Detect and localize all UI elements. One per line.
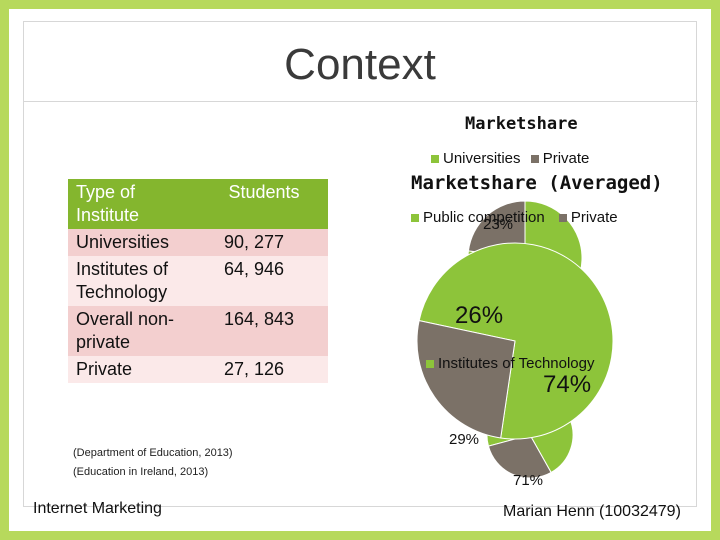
- title-divider: [24, 101, 698, 102]
- legend-marketshare-averaged: Public competition Private: [405, 209, 618, 226]
- table-cell-students: 90, 277: [200, 229, 328, 256]
- pie-data-label-2-1: 29%: [449, 431, 479, 448]
- legend-marketshare: Universities Private: [425, 150, 589, 167]
- table-header-row: Type of Institute Students: [68, 179, 328, 229]
- table-cell-type: Universities: [68, 229, 200, 256]
- pie-data-label-2-0: 71%: [513, 472, 543, 489]
- legend-swatch-green: [411, 214, 419, 223]
- table-cell-type: Private: [68, 356, 200, 383]
- table-header-students: Students: [200, 179, 328, 229]
- footer-course: Internet Marketing: [33, 500, 162, 517]
- pie-data-label-0-1: 23%: [483, 216, 513, 233]
- table-header-type: Type of Institute: [68, 179, 200, 229]
- legend-label-private: Private: [542, 150, 590, 167]
- table-row: Universities 90, 277: [68, 229, 328, 256]
- pie-data-label-1-1: 26%: [455, 302, 503, 329]
- student-table: Type of Institute Students Universities …: [68, 179, 328, 383]
- citation-education-ireland: (Education in Ireland, 2013): [73, 466, 209, 478]
- legend-swatch-green: [426, 360, 434, 369]
- legend-label-public-competition: Public competition: [423, 209, 545, 226]
- chart-title-marketshare: Marketshare: [465, 114, 578, 134]
- legend-label-institutes: Institutes of Technology: [438, 355, 595, 372]
- table-row: Institutes of Technology 64, 946: [68, 256, 328, 306]
- chart-title-marketshare-averaged: Marketshare (Averaged): [411, 172, 663, 194]
- citation-department: (Department of Education, 2013): [73, 447, 233, 459]
- footer-author: Marian Henn (10032479): [503, 503, 681, 520]
- pie-slice-1-1: [416, 320, 516, 439]
- legend-swatch-gray: [530, 155, 539, 164]
- table-cell-students: 164, 843: [200, 306, 328, 356]
- legend-swatch-gray: [558, 214, 567, 223]
- slide-frame: [23, 21, 697, 507]
- table-cell-students: 27, 126: [200, 356, 328, 383]
- legend-label-universities: Universities: [443, 150, 521, 167]
- table-row: Private 27, 126: [68, 356, 328, 383]
- legend-institutes: Institutes of Technology: [420, 355, 595, 372]
- table-cell-type: Institutes of Technology: [68, 256, 200, 306]
- pie-slice-2-1: [487, 434, 552, 479]
- slide-title: Context: [284, 40, 436, 89]
- table-cell-type: Overall non-private: [68, 306, 200, 356]
- legend-label-private: Private: [570, 209, 618, 226]
- pie-data-label-1-0: 74%: [543, 371, 591, 398]
- table-row: Overall non-private 164, 843: [68, 306, 328, 356]
- legend-swatch-green: [431, 155, 439, 164]
- table-cell-students: 64, 946: [200, 256, 328, 306]
- pie-slice-1-0: [418, 242, 614, 440]
